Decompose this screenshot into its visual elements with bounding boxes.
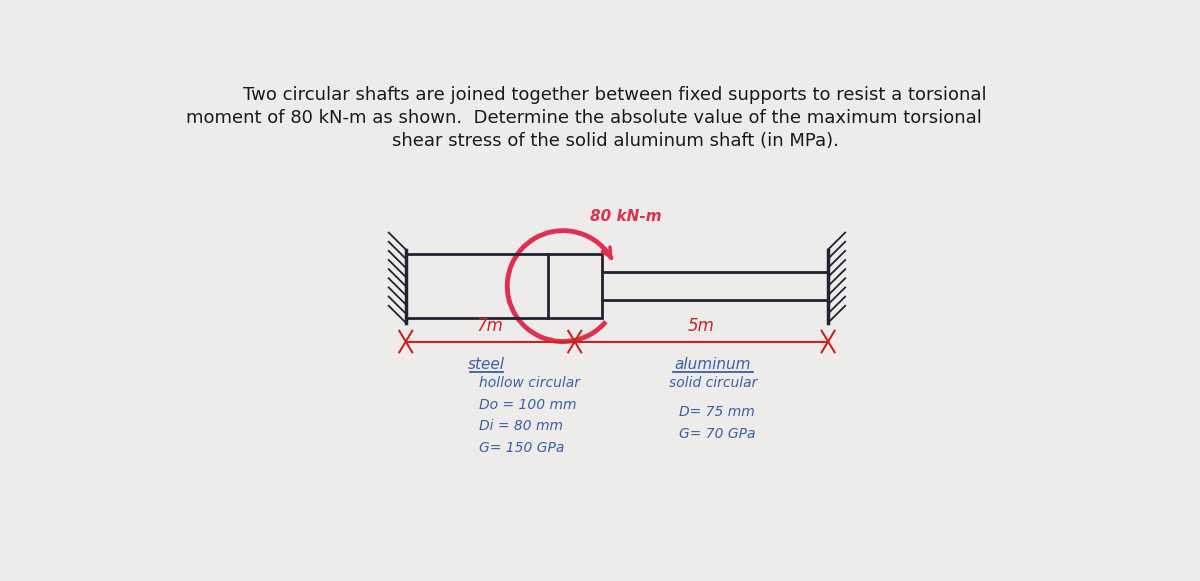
Text: Two circular shafts are joined together between fixed supports to resist a torsi: Two circular shafts are joined together …: [244, 86, 986, 104]
Text: Do = 100 mm: Do = 100 mm: [479, 398, 576, 412]
Text: shear stress of the solid aluminum shaft (in MPa).: shear stress of the solid aluminum shaft…: [391, 132, 839, 150]
Text: aluminum: aluminum: [674, 357, 751, 372]
Text: steel: steel: [468, 357, 505, 372]
Text: G= 150 GPa: G= 150 GPa: [479, 441, 564, 455]
Text: moment of 80 kN-m as shown.  Determine the absolute value of the maximum torsion: moment of 80 kN-m as shown. Determine th…: [186, 109, 982, 127]
Text: Di = 80 mm: Di = 80 mm: [479, 419, 563, 433]
Text: D= 75 mm: D= 75 mm: [679, 406, 755, 419]
Text: hollow circular: hollow circular: [479, 376, 580, 390]
Text: 5m: 5m: [688, 317, 715, 335]
Text: 80 kN-m: 80 kN-m: [590, 210, 662, 224]
Text: G= 70 GPa: G= 70 GPa: [679, 427, 755, 441]
Text: 7m: 7m: [476, 317, 504, 335]
Bar: [547, 254, 602, 318]
Text: solid circular: solid circular: [668, 376, 757, 390]
